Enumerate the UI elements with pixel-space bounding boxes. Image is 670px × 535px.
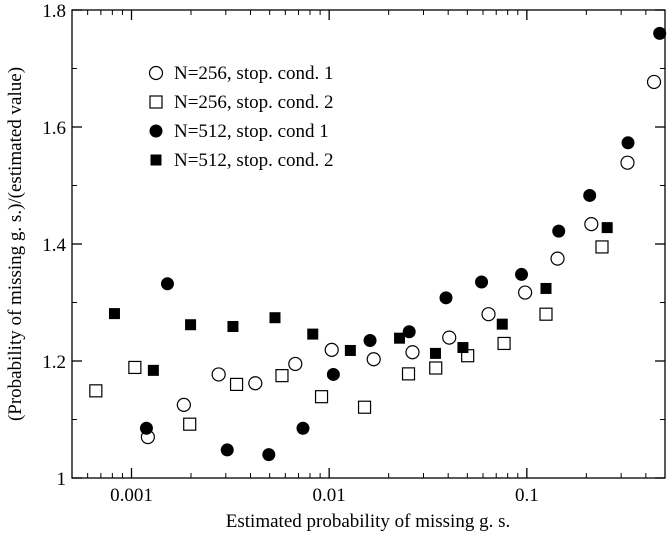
data-point: [584, 217, 599, 232]
y-tick-label: 1.2: [42, 352, 66, 373]
legend-marker: [149, 95, 163, 109]
data-point: [324, 342, 339, 357]
data-point: [220, 443, 234, 457]
x-tick-label: 0.01: [313, 485, 346, 506]
series-4: [108, 222, 613, 376]
legend-marker: [149, 124, 163, 138]
y-tick-label: 1.4: [42, 235, 66, 256]
legend-item: N=256, stop. cond. 1: [148, 63, 334, 84]
data-point: [539, 307, 553, 321]
series-1: [140, 74, 662, 445]
data-point: [147, 364, 159, 376]
data-point: [429, 347, 441, 359]
data-point: [646, 74, 662, 90]
legend-label: N=256, stop. cond. 1: [174, 63, 334, 84]
legend: N=256, stop. cond. 1 N=256, stop. cond. 2…: [148, 63, 334, 171]
data-point: [139, 421, 153, 435]
data-point: [442, 330, 457, 345]
legend-label: N=512, stop. cond 1: [174, 121, 329, 142]
legend-label: N=256, stop. cond. 2: [174, 92, 334, 113]
data-point: [183, 417, 197, 431]
data-point: [326, 367, 340, 381]
legend-item: N=256, stop. cond. 2: [149, 92, 334, 113]
data-point: [269, 312, 281, 324]
data-point: [475, 275, 489, 289]
data-point: [601, 222, 613, 234]
data-point: [457, 342, 469, 354]
data-point: [620, 155, 635, 170]
x-tick-label: 0.1: [515, 485, 539, 506]
data-point: [227, 320, 239, 332]
data-point: [394, 332, 406, 344]
data-point: [405, 345, 420, 360]
data-point: [497, 336, 511, 351]
data-point: [275, 369, 289, 383]
data-points: [89, 26, 667, 462]
legend-marker: [148, 65, 164, 81]
data-point: [89, 384, 103, 398]
data-point: [621, 136, 635, 150]
data-point: [160, 277, 174, 291]
data-point: [439, 291, 453, 305]
data-point: [550, 251, 565, 266]
legend-item: N=512, stop. cond. 2: [150, 150, 334, 171]
data-point: [108, 308, 120, 320]
y-tick-label: 1.8: [42, 1, 66, 22]
data-point: [653, 26, 667, 40]
data-point: [540, 282, 552, 294]
legend-item: N=512, stop. cond 1: [149, 121, 329, 142]
data-point: [366, 352, 381, 367]
series-3: [139, 26, 667, 462]
legend-marker: [150, 154, 162, 166]
data-point: [595, 240, 609, 254]
axis-ticks: [71, 9, 666, 479]
data-point: [363, 334, 377, 348]
data-point: [496, 318, 508, 330]
data-point: [518, 285, 533, 300]
data-point: [314, 390, 329, 404]
data-point: [211, 367, 226, 382]
data-point: [357, 400, 372, 414]
x-axis-label: Estimated probability of missing g. s.: [226, 511, 510, 532]
y-tick-label: 1.6: [42, 118, 66, 139]
data-point: [401, 367, 416, 381]
data-point: [344, 344, 356, 356]
y-axis-label: (Probability of missing g. s.)/(estimate…: [5, 67, 26, 421]
axis-tick-labels: 0.001 0.01 0.1 1 1.2 1.4 1.6 1.8: [42, 1, 538, 506]
data-point: [185, 319, 197, 331]
data-point: [128, 360, 142, 375]
data-point: [248, 376, 263, 391]
legend-label: N=512, stop. cond. 2: [174, 150, 334, 171]
data-point: [552, 224, 566, 238]
data-point: [515, 267, 529, 281]
data-point: [176, 397, 191, 412]
data-point: [262, 448, 276, 462]
data-point: [583, 188, 597, 202]
data-point: [229, 377, 244, 391]
series-2: [89, 240, 609, 431]
x-tick-label: 0.001: [110, 485, 153, 506]
data-point: [429, 361, 443, 375]
data-point: [402, 325, 416, 339]
y-tick-label: 1: [57, 469, 67, 490]
data-point: [296, 421, 310, 435]
data-point: [288, 356, 303, 372]
data-point: [307, 328, 319, 340]
data-point: [481, 307, 496, 322]
